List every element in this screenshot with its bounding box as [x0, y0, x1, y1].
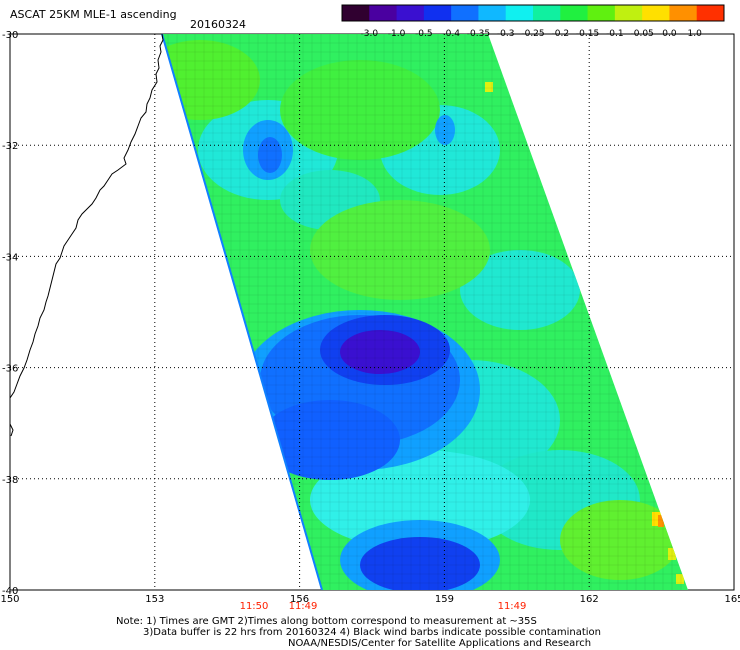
colorbar-swatch	[669, 5, 698, 21]
colorbar-label: -0.3	[497, 29, 515, 39]
time-labels: 11:50 11:49 11:49	[240, 601, 527, 612]
colorbar-label: -0.25	[521, 29, 544, 39]
colorbar-swatch	[396, 5, 425, 21]
longitude-label: 162	[580, 594, 599, 605]
colorbar-swatch	[478, 5, 507, 21]
colorbar-swatch	[423, 5, 452, 21]
colorbar-label: -0.1	[606, 29, 624, 39]
map-date: 20160324	[190, 18, 246, 31]
colorbar-swatch	[642, 5, 670, 21]
longitude-label: 165	[724, 594, 740, 605]
colorbar-label: -0.5	[415, 29, 433, 39]
colorbar-label: 0.0	[662, 29, 677, 39]
colorbar-label: -0.35	[467, 29, 490, 39]
colorbar-swatch	[505, 5, 534, 21]
colorbar-swatch	[696, 5, 725, 21]
colorbar-swatch	[451, 5, 479, 21]
colorbar-swatch	[587, 5, 616, 21]
map-title: ASCAT 25KM MLE-1 ascending	[10, 8, 177, 21]
latitude-label: -34	[2, 252, 18, 263]
colorbar-swatch	[369, 5, 398, 21]
latitude-label: -40	[2, 586, 18, 597]
latitude-label: -36	[2, 364, 18, 375]
longitude-label: 153	[145, 594, 164, 605]
latitude-labels: -30 -32 -34 -36 -38 -40	[2, 30, 18, 597]
colorbar-label: -0.2	[552, 29, 570, 39]
longitude-label: 156	[290, 594, 309, 605]
longitude-label: 159	[435, 594, 454, 605]
graticule	[10, 34, 734, 590]
colorbar: -3.0 -1.0 -0.5 -0.4 -0.35 -0.3 -0.25 -0.2 -0.15-…	[341, 4, 725, 39]
time-label: 11:49	[289, 601, 318, 612]
colorbar-label: -3.0	[361, 29, 379, 39]
coastline	[9, 33, 164, 399]
footer-note-line-1: Note: 1) Times are GMT 2)Times along bot…	[116, 616, 537, 627]
colorbar-swatch	[560, 5, 589, 21]
coastline-fragment	[9, 423, 14, 437]
colorbar-label: 1.0	[688, 29, 703, 39]
latitude-label: -30	[2, 30, 18, 41]
longitude-labels: 150 153 156 159 162 165	[0, 594, 740, 605]
latitude-label: -32	[2, 141, 18, 152]
time-label: 11:50	[240, 601, 269, 612]
colorbar-swatch	[342, 5, 370, 21]
footer-note-line-3: NOAA/NESDIS/Center for Satellite Applica…	[288, 638, 592, 649]
colorbar-label: -1.0	[388, 29, 406, 39]
colorbar-label: -0.4	[442, 29, 460, 39]
colorbar-label: -0.05	[630, 29, 653, 39]
time-label: 11:49	[498, 601, 527, 612]
footer-note-line-2: 3)Data buffer is 22 hrs from 20160324 4)…	[143, 627, 601, 638]
colorbar-swatch	[533, 5, 561, 21]
longitude-label: 150	[0, 594, 19, 605]
swath-edge-west	[161, 34, 323, 590]
colorbar-label: -0.15	[576, 29, 599, 39]
colorbar-swatch	[614, 5, 643, 21]
latitude-label: -38	[2, 475, 18, 486]
